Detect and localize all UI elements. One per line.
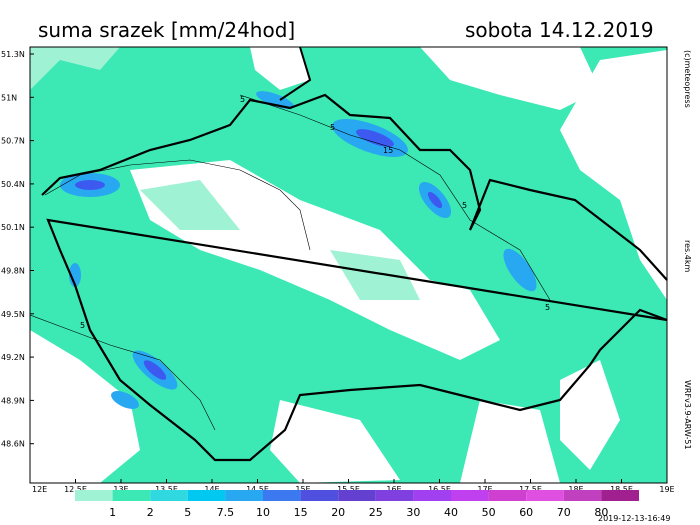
- legend-swatch: [187, 490, 226, 501]
- legend-label: 70: [557, 506, 571, 519]
- contour-label: 5: [330, 123, 335, 132]
- legend-label: 10: [256, 506, 270, 519]
- model-label: WRFv3.9-ARW-51: [683, 380, 692, 450]
- border-north: [279, 46, 312, 101]
- lon-label: 13.5E: [155, 485, 178, 494]
- lat-label: 49.2N: [1, 353, 25, 362]
- lon-label: 12.5E: [64, 485, 87, 494]
- lat-label: 50.7N: [1, 137, 25, 146]
- lon-label: 17E: [477, 485, 492, 494]
- timestamp: 2019-12-13-16:49: [598, 514, 670, 523]
- legend-swatch: [563, 490, 602, 501]
- legend-swatch: [338, 490, 376, 501]
- legend-swatch: [300, 490, 339, 501]
- lon-label: 18E: [568, 485, 583, 494]
- lon-label: 14.5E: [246, 485, 269, 494]
- credit: (c)meteopress: [683, 50, 692, 108]
- legend-swatch: [263, 490, 301, 501]
- legend-label: 7.5: [217, 506, 235, 519]
- legend-label: 2: [147, 506, 154, 519]
- legend-swatch: [526, 490, 564, 501]
- date: sobota 14.12.2019: [465, 18, 654, 42]
- legend-label: 50: [482, 506, 496, 519]
- legend-label: 60: [519, 506, 533, 519]
- lat-label: 51N: [1, 93, 17, 102]
- lat-label: 51.3N: [1, 50, 25, 59]
- lon-label: 12E: [32, 485, 47, 494]
- legend-label: 15: [294, 506, 308, 519]
- legend-label: 20: [331, 506, 345, 519]
- lon-label: 14E: [204, 485, 219, 494]
- lon-label: 16.5E: [428, 485, 451, 494]
- legend-label: 40: [444, 506, 458, 519]
- contour-label: 15: [383, 146, 393, 155]
- contour-label: 5: [545, 303, 550, 312]
- title: suma srazek [mm/24hod]: [38, 18, 295, 42]
- legend-label: 5: [184, 506, 191, 519]
- legend-swatch: [225, 490, 263, 501]
- legend-swatch: [488, 490, 527, 501]
- legend-swatch: [112, 490, 151, 501]
- lat-label: 50.4N: [1, 180, 25, 189]
- lon-label: 16E: [386, 485, 401, 494]
- contour-label: 5: [240, 95, 245, 104]
- legend-label: 1: [109, 506, 116, 519]
- legend-label: 80: [594, 506, 608, 519]
- lon-label: 15E: [295, 485, 310, 494]
- legend-swatch: [451, 490, 489, 501]
- lon-label: 18.5E: [610, 485, 633, 494]
- legend-swatch: [150, 490, 188, 501]
- lat-label: 48.9N: [1, 396, 25, 405]
- contour-label: 5: [80, 321, 85, 330]
- lat-label: 49.5N: [1, 310, 25, 319]
- precip-field: [30, 47, 667, 483]
- country-border: [41, 93, 668, 462]
- legend-swatch: [413, 490, 451, 501]
- lon-label: 19E: [659, 485, 674, 494]
- legend-label: 25: [369, 506, 383, 519]
- lat-label: 50.1N: [1, 223, 25, 232]
- legend-label: 30: [406, 506, 420, 519]
- lon-label: 15.5E: [337, 485, 360, 494]
- legend-swatch: [75, 490, 113, 501]
- lat-label: 49.8N: [1, 267, 25, 276]
- lat-label: 48.6N: [1, 440, 25, 449]
- legend-swatch: [601, 490, 639, 501]
- contour-label: 5: [462, 201, 467, 210]
- lon-label: 17.5E: [519, 485, 542, 494]
- lon-label: 13E: [113, 485, 128, 494]
- legend-swatch: [375, 490, 414, 501]
- resolution: res.4km: [683, 240, 692, 272]
